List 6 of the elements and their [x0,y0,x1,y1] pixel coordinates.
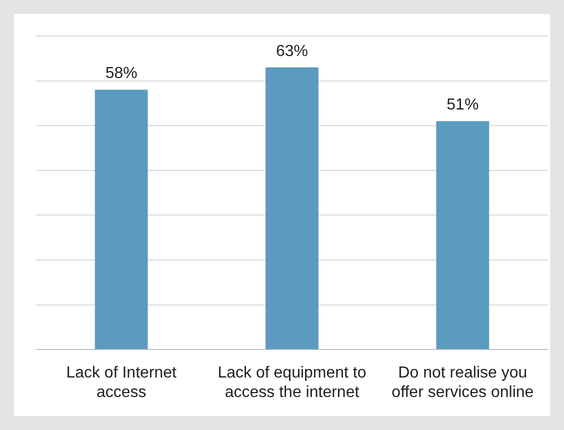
data-label: 58% [105,65,138,82]
data-label: 51% [446,96,479,114]
x-tick-label: Lack of Internet access [66,364,178,401]
x-tick-label: Do not realise you offer services online [392,364,534,401]
data-label: 63% [276,42,308,60]
x-tick-label: Lack of equipment to access the internet [218,364,366,401]
